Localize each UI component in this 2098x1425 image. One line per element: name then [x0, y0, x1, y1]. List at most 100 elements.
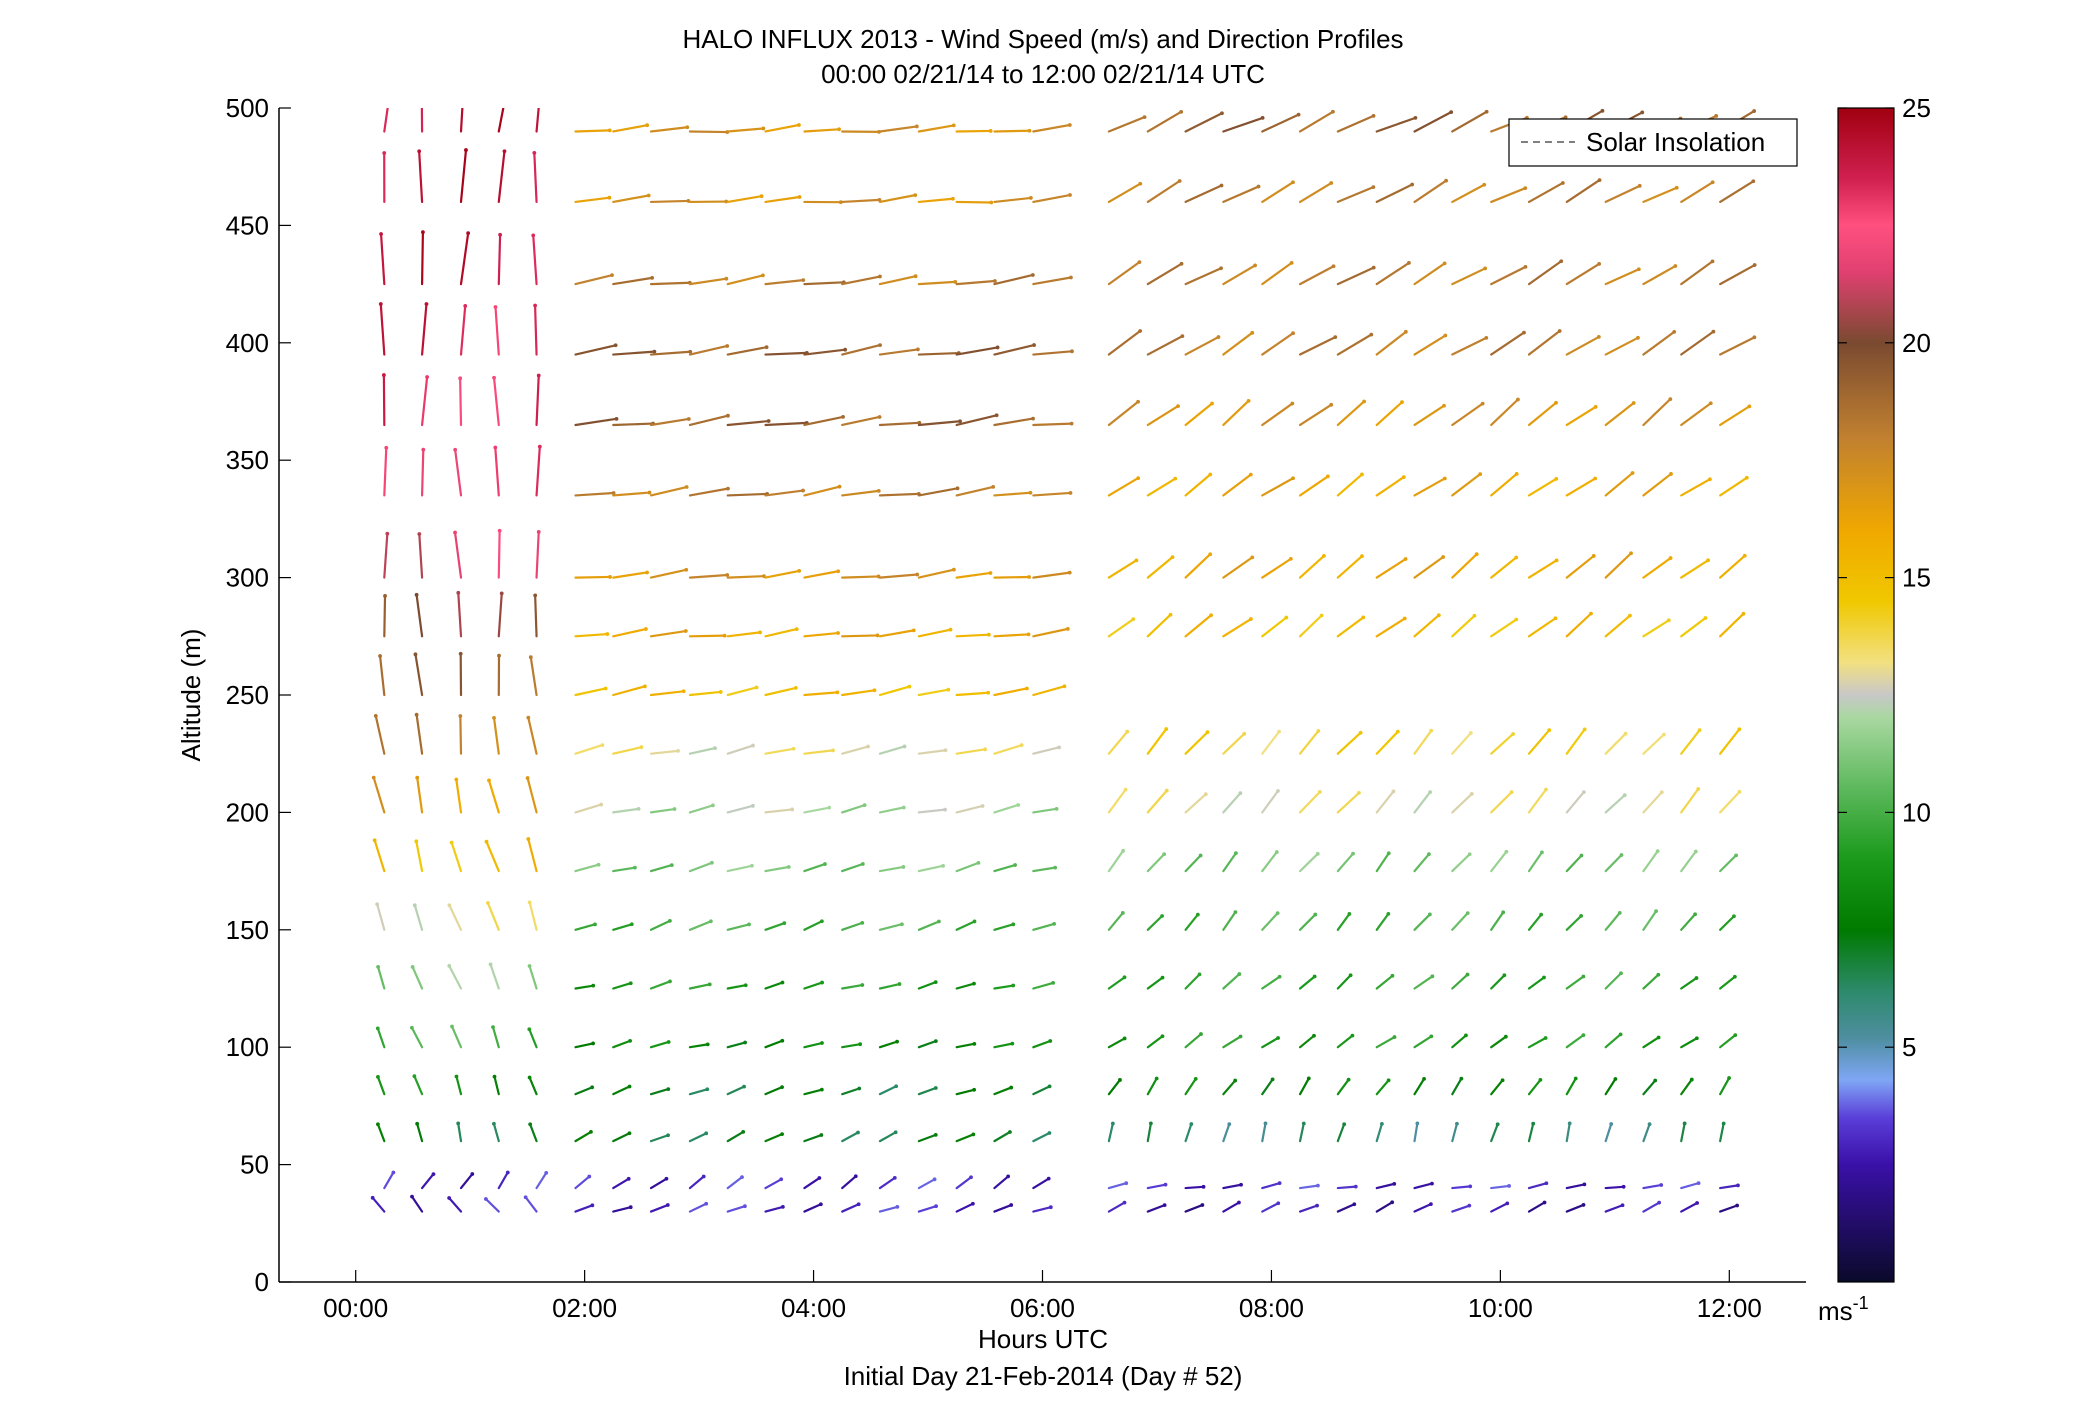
wind-vector-mid-10-14-head [972, 1041, 977, 1046]
wind-vector-mid-5-15 [764, 1086, 784, 1096]
wind-vector-late-1-8-head [1164, 727, 1169, 731]
wind-vector-early-0-0-head [389, 81, 393, 85]
wind-vector-late-9-12-head [1465, 972, 1470, 977]
wind-vector-mid-7-14 [841, 1043, 862, 1049]
wind-vector-late-8-4 [1413, 404, 1446, 427]
wind-vector-early-3-11 [485, 840, 500, 873]
wind-vector-mid-11-0-head [1027, 128, 1032, 133]
wind-vector-mid-9-5 [917, 487, 959, 497]
wind-vector-late-4-8 [1261, 730, 1281, 755]
wind-vector-late-2-0-head [1220, 111, 1224, 116]
wind-vector-early-1-4 [420, 375, 429, 427]
wind-vector-late-5-16 [1298, 1184, 1319, 1190]
wind-vector-mid-6-6 [803, 570, 840, 579]
wind-vector-mid-0-14 [574, 1042, 595, 1049]
wind-vector-mid-5-4 [764, 421, 808, 427]
wind-vector-mid-3-2 [688, 277, 728, 286]
wind-vector-mid-2-3-head [688, 349, 693, 354]
wind-vector-late-2-5 [1184, 473, 1212, 497]
wind-vector-late-10-2-head [1523, 265, 1528, 269]
wind-vector-late-6-4 [1336, 400, 1366, 427]
wind-vector-late-2-10 [1184, 854, 1202, 873]
wind-vector-late-11-3-head [1557, 329, 1562, 333]
wind-vector-mid-2-9 [649, 749, 680, 755]
wind-vector-late-15-1 [1680, 181, 1714, 204]
wind-vector-mid-4-0 [726, 127, 765, 133]
wind-vector-late-3-6 [1222, 556, 1254, 579]
wind-vector-late-13-15 [1604, 1122, 1613, 1143]
wind-vector-early-0-17-head [391, 1170, 396, 1175]
wind-vector-mid-10-7 [955, 633, 990, 638]
wind-vector-late-8-5-head [1442, 476, 1447, 481]
wind-vector-late-7-14 [1375, 1079, 1390, 1096]
wind-vector-mid-0-13 [574, 984, 595, 990]
wind-vector-late-15-6-head [1706, 558, 1710, 563]
wind-vector-late-3-0-head [1260, 116, 1265, 120]
wind-vector-early-0-11-head [372, 838, 377, 843]
wind-vector-mid-3-9-head [713, 746, 717, 751]
wind-vector-early-1-17-head [431, 1172, 436, 1177]
wind-vector-mid-3-14 [688, 1043, 709, 1049]
wind-vector-late-6-17 [1336, 1203, 1356, 1213]
wind-vector-mid-3-7-head [722, 633, 727, 638]
wind-vector-mid-8-10-head [901, 805, 906, 810]
wind-vector-mid-11-16-head [1008, 1130, 1012, 1134]
wind-vector-late-8-12-head [1430, 974, 1435, 979]
wind-vector-late-9-10-head [1467, 852, 1472, 857]
wind-vector-mid-9-7-head [948, 627, 953, 632]
wind-vector-late-7-2-head [1407, 261, 1411, 265]
wind-vector-early-1-16-head [415, 1121, 420, 1126]
wind-vector-mid-10-7-head [986, 632, 991, 637]
wind-vector-late-16-11 [1719, 915, 1736, 931]
wind-vector-late-0-5-head [1136, 476, 1141, 480]
wind-vector-late-4-6 [1261, 557, 1292, 579]
wind-vector-early-2-0 [459, 108, 464, 133]
wind-vector-mid-5-8-head [793, 686, 798, 690]
wind-vector-late-2-16-head [1201, 1184, 1206, 1189]
wind-vector-late-0-13-head [1122, 1036, 1127, 1041]
wind-vector-late-4-4 [1261, 402, 1294, 427]
wind-vector-late-10-5 [1490, 472, 1518, 497]
wind-vector-late-7-9-head [1391, 789, 1396, 794]
wind-vector-late-12-14-head [1573, 1076, 1578, 1081]
wind-vector-late-6-17-head [1352, 1202, 1357, 1207]
wind-vector-late-7-11-head [1386, 911, 1391, 916]
wind-vector-early-1-13-head [410, 965, 415, 969]
wind-vector-late-4-0 [1261, 113, 1300, 133]
wind-vector-early-0-5 [383, 446, 388, 497]
wind-vector-mid-5-0-head [797, 123, 801, 127]
wind-vector-mid-1-10 [612, 807, 640, 814]
wind-vector-mid-3-13 [688, 983, 711, 990]
wind-vector-early-1-0-head [420, 80, 424, 84]
wind-vector-late-0-4 [1107, 400, 1140, 427]
wind-vector-late-2-13 [1184, 1032, 1203, 1049]
wind-vector-mid-8-15-head [894, 1084, 899, 1089]
wind-vector-late-10-9-head [1509, 790, 1514, 795]
wind-vector-early-1-9-head [414, 712, 419, 717]
wind-vector-late-8-6-head [1441, 555, 1446, 559]
wind-vector-late-1-0 [1146, 110, 1183, 133]
wind-vector-late-11-1-head [1560, 181, 1565, 185]
wind-vector-late-2-4-head [1210, 401, 1214, 406]
wind-vector-early-3-15 [493, 1075, 500, 1096]
wind-vector-mid-5-17 [764, 1178, 783, 1190]
wind-vector-mid-12-1-head [1068, 193, 1072, 197]
wind-vector-mid-9-6 [917, 568, 955, 579]
wind-vector-mid-5-7-head [794, 627, 799, 632]
wind-vector-mid-11-6-head [1027, 575, 1031, 579]
wind-vector-late-12-12-head [1581, 974, 1586, 979]
wind-vector-late-2-2-head [1219, 266, 1223, 271]
wind-vector-mid-4-14-head [743, 1040, 747, 1045]
wind-vector-late-9-3 [1451, 336, 1488, 356]
wind-vector-late-14-16-head [1659, 1183, 1664, 1187]
wind-vector-late-2-8 [1184, 731, 1209, 755]
wind-vector-late-12-1 [1565, 178, 1601, 204]
wind-vector-late-14-11 [1642, 910, 1658, 931]
wind-vector-late-1-5-head [1173, 476, 1178, 481]
wind-vector-late-2-11-head [1195, 912, 1200, 917]
wind-vector-late-11-17 [1527, 1201, 1546, 1213]
wind-vector-mid-10-17-head [969, 1175, 973, 1180]
wind-vector-late-6-4-head [1362, 399, 1367, 404]
wind-vector-mid-4-14 [726, 1041, 747, 1049]
wind-vector-mid-1-17-head [626, 1176, 631, 1181]
